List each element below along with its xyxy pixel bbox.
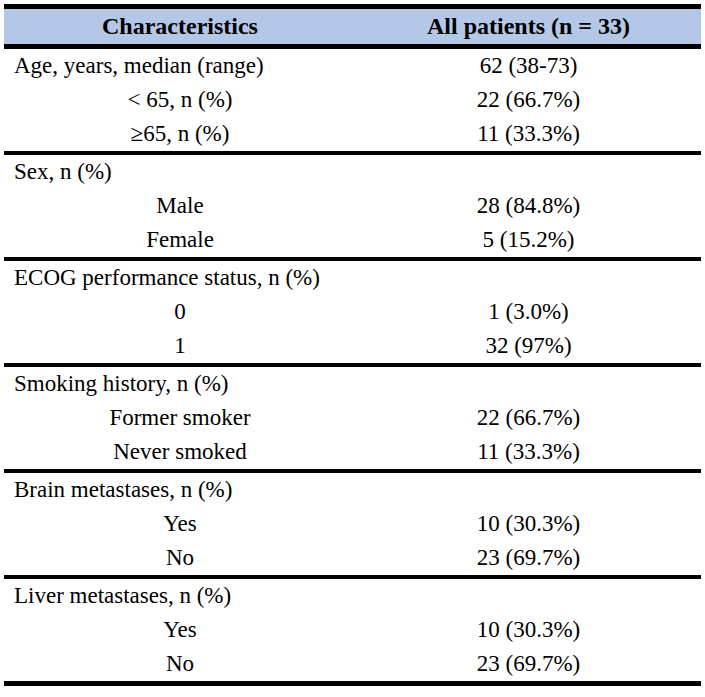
patient-characteristics-table: Characteristics All patients (n = 33) Ag… — [4, 4, 701, 686]
row-label: Yes — [4, 511, 356, 537]
row-value: 28 (84.8%) — [356, 193, 701, 219]
table-row: Former smoker 22 (66.7%) — [4, 401, 701, 435]
row-value: 62 (38-73) — [356, 53, 701, 79]
table-row: Yes 10 (30.3%) — [4, 507, 701, 541]
row-label: Male — [4, 193, 356, 219]
table-row: 1 32 (97%) — [4, 329, 701, 363]
row-value: 10 (30.3%) — [356, 511, 701, 537]
table-row: ECOG performance status, n (%) — [4, 261, 701, 295]
table-row: 0 1 (3.0%) — [4, 295, 701, 329]
table-bottom-rule — [4, 681, 701, 686]
row-label: ECOG performance status, n (%) — [4, 265, 356, 291]
row-label: Female — [4, 227, 356, 253]
table-row: Sex, n (%) — [4, 155, 701, 189]
row-label: No — [4, 545, 356, 571]
table-row: No 23 (69.7%) — [4, 541, 701, 575]
row-label: Brain metastases, n (%) — [4, 477, 356, 503]
row-label: Age, years, median (range) — [4, 53, 356, 79]
table-row: < 65, n (%) 22 (66.7%) — [4, 83, 701, 117]
row-label: Smoking history, n (%) — [4, 371, 356, 397]
row-value: 1 (3.0%) — [356, 299, 701, 325]
row-value: 11 (33.3%) — [356, 439, 701, 465]
row-value: 10 (30.3%) — [356, 617, 701, 643]
section-brain-metastases: Brain metastases, n (%) Yes 10 (30.3%) N… — [4, 473, 701, 575]
table-row: Age, years, median (range) 62 (38-73) — [4, 49, 701, 83]
row-value: 22 (66.7%) — [356, 87, 701, 113]
section-age: Age, years, median (range) 62 (38-73) < … — [4, 49, 701, 151]
section-ecog: ECOG performance status, n (%) 0 1 (3.0%… — [4, 261, 701, 363]
table-row: Male 28 (84.8%) — [4, 189, 701, 223]
table-row: Yes 10 (30.3%) — [4, 613, 701, 647]
row-label: Never smoked — [4, 439, 356, 465]
row-value: 22 (66.7%) — [356, 405, 701, 431]
row-label: No — [4, 651, 356, 677]
row-label: Former smoker — [4, 405, 356, 431]
section-liver-metastases: Liver metastases, n (%) Yes 10 (30.3%) N… — [4, 579, 701, 681]
table-header-row: Characteristics All patients (n = 33) — [4, 9, 701, 44]
row-label: < 65, n (%) — [4, 87, 356, 113]
table-row: ≥65, n (%) 11 (33.3%) — [4, 117, 701, 151]
row-value: 23 (69.7%) — [356, 651, 701, 677]
row-label: 1 — [4, 333, 356, 359]
table-row: Female 5 (15.2%) — [4, 223, 701, 257]
row-value: 23 (69.7%) — [356, 545, 701, 571]
table-row: No 23 (69.7%) — [4, 647, 701, 681]
header-characteristics: Characteristics — [4, 13, 356, 40]
row-label: Liver metastases, n (%) — [4, 583, 356, 609]
row-label: Yes — [4, 617, 356, 643]
table-row: Never smoked 11 (33.3%) — [4, 435, 701, 469]
row-value: 11 (33.3%) — [356, 121, 701, 147]
table-row: Brain metastases, n (%) — [4, 473, 701, 507]
row-label: Sex, n (%) — [4, 159, 356, 185]
header-all-patients: All patients (n = 33) — [356, 13, 701, 40]
table-row: Liver metastases, n (%) — [4, 579, 701, 613]
row-label: 0 — [4, 299, 356, 325]
row-value: 5 (15.2%) — [356, 227, 701, 253]
section-smoking: Smoking history, n (%) Former smoker 22 … — [4, 367, 701, 469]
row-label: ≥65, n (%) — [4, 121, 356, 147]
section-sex: Sex, n (%) Male 28 (84.8%) Female 5 (15.… — [4, 155, 701, 257]
table-row: Smoking history, n (%) — [4, 367, 701, 401]
row-value: 32 (97%) — [356, 333, 701, 359]
